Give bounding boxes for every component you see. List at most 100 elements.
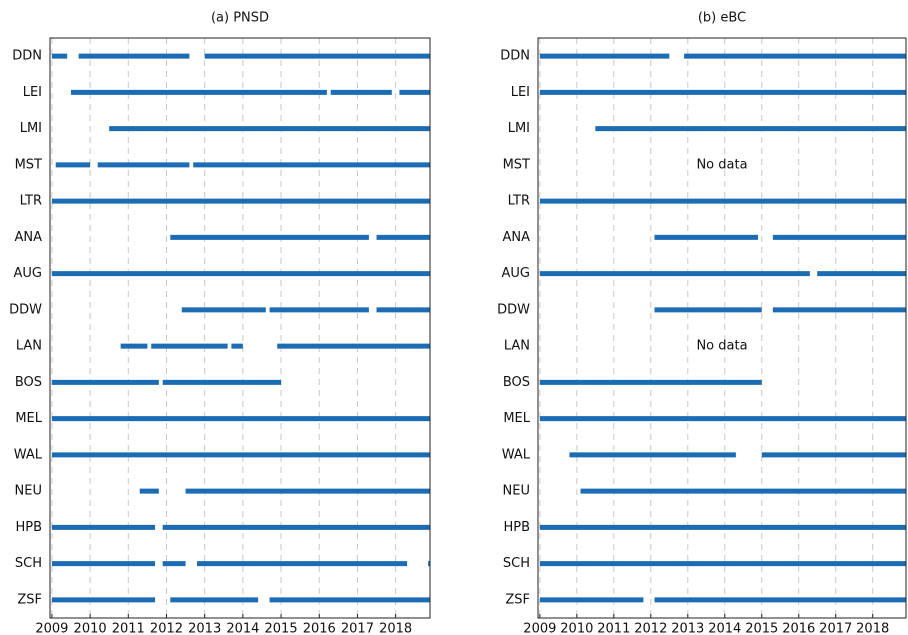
- plot-frame: [49, 37, 431, 619]
- availability-bar: [109, 126, 430, 132]
- y-tick-label: ANA: [502, 230, 530, 245]
- x-tick-label: 2010: [560, 622, 593, 635]
- availability-bar: [71, 89, 327, 95]
- availability-bar: [170, 234, 369, 240]
- availability-bar: [539, 89, 906, 95]
- availability-bar: [539, 379, 762, 385]
- availability-bar: [539, 561, 906, 567]
- availability-bar: [376, 234, 430, 240]
- availability-bar: [539, 271, 810, 277]
- y-tick-label: HPB: [503, 520, 530, 535]
- x-tick-label: 2016: [303, 622, 336, 635]
- availability-bar: [269, 597, 430, 603]
- y-tick-label: BOS: [503, 375, 530, 390]
- y-tick-label: WAL: [502, 447, 531, 462]
- y-tick-label: MEL: [503, 411, 530, 426]
- availability-bar: [51, 597, 156, 603]
- availability-bar: [162, 379, 282, 385]
- y-tick-label: LAN: [16, 339, 42, 354]
- availability-bar: [51, 524, 156, 530]
- availability-bar: [595, 126, 906, 132]
- y-tick-label: NEU: [15, 484, 42, 499]
- plot-frame: [537, 37, 907, 619]
- y-tick-label: LMI: [508, 121, 530, 136]
- availability-bar: [204, 53, 430, 59]
- x-tick-label: 2011: [112, 622, 145, 635]
- y-tick-label: LEI: [23, 85, 42, 100]
- availability-bar: [772, 307, 906, 313]
- y-tick-label: AUG: [14, 266, 42, 281]
- y-tick-label: LEI: [511, 85, 530, 100]
- x-tick-label: 2009: [523, 622, 556, 635]
- y-tick-label: DDW: [497, 302, 530, 317]
- x-tick-label: 2010: [74, 622, 107, 635]
- y-tick-label: BOS: [15, 375, 42, 390]
- availability-bar: [277, 343, 430, 349]
- availability-bar: [120, 343, 148, 349]
- availability-bar: [817, 271, 906, 277]
- x-tick-label: 2015: [745, 622, 778, 635]
- availability-bar: [376, 307, 430, 313]
- y-tick-label: MST: [15, 157, 42, 172]
- availability-bar: [170, 597, 259, 603]
- availability-bar: [151, 343, 228, 349]
- availability-bar: [97, 162, 190, 168]
- y-tick-label: ZSF: [17, 592, 42, 607]
- y-tick-label: HPB: [15, 520, 42, 535]
- availability-bar: [51, 561, 156, 567]
- y-tick-label: DDN: [12, 49, 42, 64]
- availability-bar: [539, 597, 644, 603]
- availability-bar: [185, 488, 430, 494]
- y-tick-label: SCH: [503, 556, 530, 571]
- x-tick-label: 2014: [708, 622, 741, 635]
- y-tick-label: MST: [503, 157, 530, 172]
- availability-bar: [51, 198, 430, 204]
- availability-bar: [539, 198, 906, 204]
- x-tick-label: 2017: [819, 622, 852, 635]
- availability-bar: [399, 89, 430, 95]
- panel: (a) PNSD 2009 2010 2011 2012 2013 2014 2015 2016…: [9, 11, 431, 635]
- annotation: No data: [696, 339, 747, 354]
- y-tick-label: LAN: [504, 339, 530, 354]
- availability-bar: [51, 416, 430, 422]
- availability-bar: [193, 162, 430, 168]
- x-tick-label: 2013: [188, 622, 221, 635]
- availability-bar: [539, 416, 906, 422]
- availability-bar: [772, 234, 906, 240]
- y-tick-label: NEU: [503, 484, 530, 499]
- panel-title: (b) eBC: [698, 11, 746, 26]
- y-tick-label: WAL: [14, 447, 43, 462]
- availability-bar: [162, 524, 430, 530]
- x-tick-label: 2012: [150, 622, 183, 635]
- availability-bar: [55, 162, 91, 168]
- y-tick-label: SCH: [15, 556, 42, 571]
- availability-bar: [51, 271, 430, 277]
- availability-bar: [654, 234, 759, 240]
- availability-bar: [580, 488, 906, 494]
- y-tick-label: DDN: [500, 49, 530, 64]
- availability-bar: [269, 307, 369, 313]
- annotation: No data: [696, 157, 747, 172]
- panel: (b) eBC 2009 2010 2011 2012 2013 2014 2015 2016 2…: [497, 11, 907, 635]
- availability-bar: [761, 452, 906, 458]
- y-tick-label: LMI: [20, 121, 42, 136]
- availability-bar: [197, 561, 408, 567]
- y-tick-label: DDW: [9, 302, 42, 317]
- availability-bar: [684, 53, 906, 59]
- availability-bar: [231, 343, 243, 349]
- y-tick-label: AUG: [502, 266, 530, 281]
- y-tick-label: ANA: [14, 230, 42, 245]
- panel-title: (a) PNSD: [211, 11, 269, 26]
- availability-bar: [654, 307, 762, 313]
- availability-bar: [330, 89, 392, 95]
- x-tick-label: 2018: [856, 622, 889, 635]
- availability-bar: [139, 488, 159, 494]
- x-tick-label: 2016: [782, 622, 815, 635]
- y-tick-label: LTR: [508, 194, 530, 209]
- availability-bar: [539, 524, 906, 530]
- availability-bar: [181, 307, 266, 313]
- availability-bar: [428, 561, 430, 567]
- availability-bar: [51, 452, 430, 458]
- y-tick-label: ZSF: [505, 592, 530, 607]
